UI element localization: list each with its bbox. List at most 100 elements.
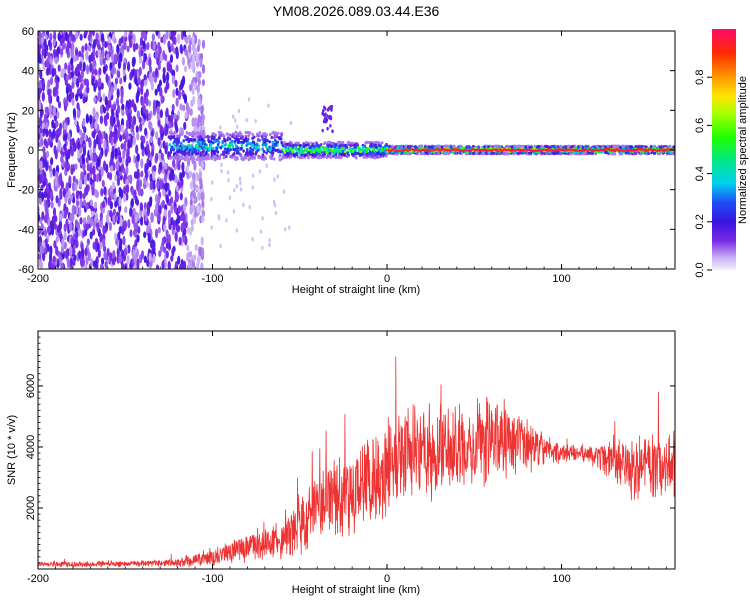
heatmap-cell xyxy=(79,198,83,209)
heatmap-cell xyxy=(89,199,94,206)
heatmap-cell xyxy=(265,145,268,149)
heatmap-cell xyxy=(222,156,226,160)
heatmap-cell xyxy=(116,119,120,128)
heatmap-cell xyxy=(106,53,110,60)
heatmap-cell xyxy=(197,92,200,97)
heatmap-cell xyxy=(186,172,190,180)
heatmap-cell xyxy=(142,135,146,144)
heatmap-cell xyxy=(177,255,181,265)
heatmap-cell xyxy=(364,150,368,154)
heatmap-cell xyxy=(103,251,107,260)
heatmap-cell xyxy=(65,98,69,108)
heatmap-cell xyxy=(159,54,163,62)
heatmap-cell xyxy=(182,260,187,269)
heatmap-cell xyxy=(96,39,100,48)
heatmap-cell xyxy=(346,141,350,145)
heatmap-cell xyxy=(228,195,232,201)
heatmap-cell xyxy=(351,150,355,153)
heatmap-cell xyxy=(188,170,193,178)
heatmap-cell xyxy=(108,171,113,181)
heatmap-cell xyxy=(159,109,163,119)
heatmap-cell xyxy=(168,143,172,147)
heatmap-cell xyxy=(133,103,137,112)
heatmap-cell xyxy=(391,144,394,148)
heatmap-cell xyxy=(152,181,156,190)
heatmap-cell xyxy=(559,144,563,148)
heatmap-cell xyxy=(294,146,297,150)
heatmap-cell xyxy=(124,247,128,257)
heatmap-cell xyxy=(200,131,204,135)
heatmap-cell xyxy=(43,228,48,237)
heatmap-cell xyxy=(268,242,271,248)
heatmap-cell xyxy=(291,148,294,152)
heatmap-cell xyxy=(109,115,113,126)
heatmap-cell xyxy=(63,231,67,241)
heatmap-cell xyxy=(220,153,223,157)
heatmap-cell xyxy=(135,144,139,155)
heatmap-y-tick-label: -20 xyxy=(18,185,34,197)
heatmap-cell xyxy=(245,143,249,147)
heatmap-cell xyxy=(87,215,91,225)
snr-x-tick-label: -100 xyxy=(202,573,224,585)
heatmap-cell xyxy=(187,105,191,116)
heatmap-cell xyxy=(115,97,120,106)
heatmap-cell xyxy=(198,125,202,131)
heatmap-cell xyxy=(187,61,192,70)
heatmap-cell xyxy=(86,238,90,246)
heatmap-cell xyxy=(279,150,282,154)
heatmap-cell xyxy=(39,108,43,119)
heatmap-cell xyxy=(53,223,58,230)
heatmap-cell xyxy=(245,151,248,155)
heatmap-cell xyxy=(162,182,166,190)
heatmap-cell xyxy=(65,249,69,260)
heatmap-cell xyxy=(182,235,186,243)
heatmap-cell xyxy=(336,148,339,153)
heatmap-cell xyxy=(183,134,187,139)
heatmap-cell xyxy=(316,155,320,159)
heatmap-cell xyxy=(76,102,80,110)
heatmap-cell xyxy=(116,70,121,78)
heatmap-cell xyxy=(186,145,189,150)
heatmap-cell xyxy=(83,78,88,86)
heatmap-cell xyxy=(239,180,242,186)
heatmap-cell xyxy=(161,260,165,269)
heatmap-cell xyxy=(442,152,446,156)
heatmap-cell xyxy=(512,152,516,156)
heatmap-cell xyxy=(54,176,58,187)
heatmap-cell xyxy=(298,155,302,160)
heatmap-cell xyxy=(234,157,237,161)
heatmap-cell xyxy=(173,130,177,134)
heatmap-cell xyxy=(299,149,302,153)
heatmap-cell xyxy=(138,66,142,76)
heatmap-cell xyxy=(280,157,284,161)
heatmap-cell xyxy=(78,206,82,217)
heatmap-cell xyxy=(189,154,193,158)
heatmap-cell xyxy=(536,145,539,149)
heatmap-cell xyxy=(70,57,74,66)
heatmap-cell xyxy=(167,209,171,220)
heatmap-cell xyxy=(71,92,75,99)
heatmap-cell xyxy=(127,155,131,164)
heatmap-cell xyxy=(118,156,122,164)
heatmap-cell xyxy=(206,134,210,138)
heatmap-cell xyxy=(45,106,50,117)
heatmap-cell xyxy=(170,255,174,262)
heatmap-cell xyxy=(188,83,193,92)
heatmap-cell xyxy=(84,43,88,51)
heatmap-cell xyxy=(51,68,55,78)
heatmap-cell xyxy=(78,61,83,71)
heatmap-cell xyxy=(179,144,182,148)
heatmap-cell xyxy=(160,152,164,160)
heatmap-cell xyxy=(244,156,248,160)
heatmap-cell xyxy=(99,115,104,125)
heatmap-cell xyxy=(120,262,125,269)
heatmap-cell xyxy=(201,39,206,49)
heatmap-cell xyxy=(125,184,130,194)
heatmap-cell xyxy=(92,260,96,268)
heatmap-cell xyxy=(41,245,45,254)
heatmap-cell xyxy=(324,141,327,145)
heatmap-cell xyxy=(161,236,165,246)
heatmap-cell xyxy=(82,217,87,225)
heatmap-cell xyxy=(69,246,73,256)
snr-series-line xyxy=(38,356,675,568)
